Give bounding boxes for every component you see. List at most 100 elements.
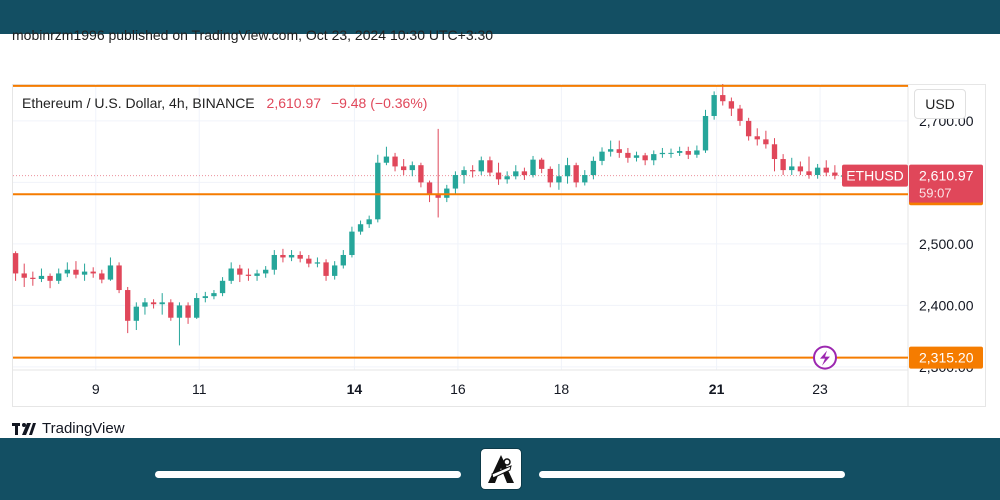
y-tick-label-2: 2,500.00 (919, 236, 974, 252)
candle-body (702, 115, 709, 151)
candle-body (12, 253, 19, 274)
candle-body (64, 269, 71, 274)
candle-body (21, 273, 27, 278)
candle-body (314, 262, 321, 264)
candle-body (832, 172, 838, 176)
candle-body (538, 159, 545, 169)
candle-body (444, 188, 450, 198)
x-tick-label-4: 18 (554, 381, 570, 397)
candle-body (547, 168, 553, 183)
candle-body (150, 302, 157, 305)
chart-card (0, 34, 1000, 438)
candle-body (823, 167, 829, 173)
brand-badge (480, 448, 522, 490)
candle-body (694, 150, 700, 155)
candle-body (504, 176, 510, 180)
candle-body (263, 269, 269, 274)
currency-button[interactable]: USD (914, 89, 966, 119)
candle-body (495, 172, 502, 180)
last-price-tag (909, 164, 983, 203)
candle-body (56, 273, 62, 281)
decorative-bar-left (155, 471, 461, 478)
candle-body (633, 155, 640, 158)
x-tick-label-5: 21 (709, 381, 725, 397)
candle-body (711, 95, 717, 116)
candle-body (409, 165, 415, 171)
symbol-price-tag (842, 164, 908, 187)
candle-body (81, 271, 88, 275)
candle-body (737, 108, 743, 121)
candle-body (219, 280, 226, 294)
candle-body (659, 152, 666, 155)
candle-body (599, 151, 605, 161)
level-price-tag-2 (909, 346, 983, 369)
candlestick-chart[interactable]: 2,700.002,600.002,500.002,400.002,300.00… (0, 34, 1000, 438)
candle-body (211, 293, 217, 297)
candle-body (38, 275, 45, 279)
candle-body (797, 166, 804, 172)
candle-body (202, 296, 208, 299)
candle-body (254, 273, 260, 276)
candle-body (763, 139, 769, 145)
candle-body (297, 254, 303, 259)
level-price-label-2: 2,315.20 (919, 350, 974, 366)
candle-body (133, 306, 139, 321)
candle-body (564, 165, 571, 177)
candle-body (288, 254, 295, 258)
candle-body (521, 171, 528, 176)
candle-body (357, 224, 364, 232)
candle-body (582, 175, 588, 183)
candle-body (616, 149, 622, 153)
candle-body (607, 149, 614, 152)
candle-body (573, 165, 579, 183)
candle-body (107, 265, 114, 280)
candle-body (745, 120, 752, 137)
candle-body (185, 305, 191, 318)
published-caption: mobinrzm1996 published on TradingView.co… (12, 27, 494, 43)
candle-body (168, 302, 174, 318)
candle-body (418, 165, 424, 183)
candle-body (676, 151, 683, 153)
candle-body (375, 162, 381, 220)
candle-body (340, 254, 346, 266)
candle-body (780, 159, 786, 171)
brand-logo-icon (488, 455, 514, 483)
candle-body (469, 170, 476, 172)
decorative-bar-right (539, 471, 845, 478)
candle-body (47, 275, 53, 281)
candle-body (237, 268, 243, 275)
bar-countdown-label: 59:07 (919, 186, 952, 201)
candle-body (720, 95, 726, 102)
chart-frame (12, 84, 986, 407)
candle-body (590, 160, 597, 176)
candle-body (668, 152, 674, 154)
candle-body (392, 156, 398, 167)
candle-body (771, 144, 778, 160)
candle-body (728, 101, 735, 109)
candle-body (142, 302, 148, 307)
candle-body (306, 258, 312, 264)
candle-body (625, 152, 631, 158)
candle-body (159, 302, 165, 305)
candle-body (194, 298, 200, 318)
candle-body (30, 277, 36, 279)
candle-body (461, 170, 467, 176)
tradingview-logo-icon (12, 422, 36, 435)
x-tick-label-0: 9 (92, 381, 100, 397)
candle-body (332, 265, 338, 276)
candle-body (806, 171, 812, 176)
candle-body (383, 156, 390, 163)
symbol-header: Ethereum / U.S. Dollar, 4h, BINANCE 2,61… (22, 95, 427, 111)
symbol-name: Ethereum / U.S. Dollar, 4h, BINANCE (22, 95, 255, 111)
candle-body (487, 160, 493, 173)
symbol-last-price: 2,610.97 (266, 95, 322, 111)
candle-body (245, 274, 252, 276)
candle-body (400, 166, 407, 171)
candle-body (452, 175, 459, 189)
candle-body (271, 254, 277, 270)
tradingview-footer: TradingView (12, 420, 125, 437)
candle-body (323, 262, 329, 276)
candle-body (685, 151, 691, 155)
tradingview-brand-text: TradingView (42, 420, 125, 437)
x-tick-label-2: 14 (347, 381, 363, 397)
